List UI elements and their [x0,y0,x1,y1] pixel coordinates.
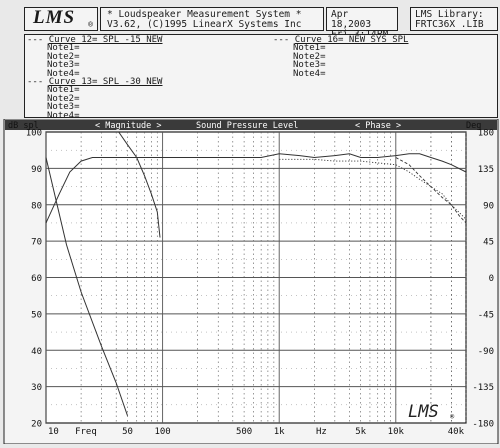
x-tick-label: 40k [448,427,465,437]
series-line-0 [45,153,467,224]
curve-13-note4: Note4= [47,110,80,121]
curve-13-note1: Note1= [47,85,80,96]
y-tick-label: 100 [26,129,42,139]
y-tick-label: 40 [31,347,42,357]
curve-13-note2: Note2= [47,93,80,104]
series-group [45,131,467,416]
series-line-2 [279,158,467,220]
axis-ticks: 100 90 80 70 60 50 40 30 20 180 135 90 45 0 -45 -90 -135… [26,129,494,438]
curve-notes-panel: --- Curve 12= SPL -15 NEW Note1= Note2= … [24,34,498,121]
spl-chart-svg: dB spl < Magnitude > Sound Pressure Leve… [3,118,499,445]
curve-13-name: Curve 13= SPL -30 NEW [48,76,163,87]
y-tick-label: 30 [31,383,42,393]
x-tick-label: 10 [48,427,59,437]
y-tick-label: 80 [31,201,42,211]
left-unit-label: dB spl [8,121,39,131]
y-tick-label: 90 [31,165,42,175]
curve-16-note2: Note2= [293,51,326,62]
spl-chart: dB spl < Magnitude > Sound Pressure Leve… [0,118,500,445]
phase-label[interactable]: < Phase > [355,121,401,131]
curve-notes-left: --- Curve 12= SPL -15 NEW Note1= Note2= … [27,35,163,121]
chart-header-bar [5,120,497,130]
curve-12-note3: Note3= [47,60,80,71]
curve-13-note3: Note3= [47,102,80,113]
y-tick-label: 50 [31,310,42,320]
curve-16-note1: Note1= [293,43,326,54]
library-label: LMS Library: [415,9,484,20]
curve-16-line: --- Curve 16= NEW SYS SPL [273,35,409,45]
x-tick-label: 1k [274,427,285,437]
curve-16-name: Curve 16= NEW SYS SPL [294,35,409,45]
lms-logo: LMS [33,7,76,28]
curve-16-note3: Note3= [293,60,326,71]
y-tick-label: 70 [31,238,42,248]
y2-tick-label: 90 [483,201,494,211]
y2-tick-label: -180 [472,420,494,430]
app-title: * Loudspeaker Measurement System * [107,9,302,20]
lms-watermark: LMS [408,402,439,422]
x-tick-label: 500 [236,427,252,437]
y2-tick-label: 180 [478,129,494,139]
date-box: Apr 18,2003 Fri 3:14PM [326,7,398,40]
y-tick-label: 20 [31,420,42,430]
x-tick-label: 50 [122,427,133,437]
curve-12-line: --- Curve 12= SPL -15 NEW [27,35,163,45]
watermark-reg: ® [450,413,455,421]
app-title-box: * Loudspeaker Measurement System * V3.62… [100,7,324,31]
x-tick-label: 5k [355,427,366,437]
curve-notes-right: --- Curve 16= NEW SYS SPL Note1= Note2= … [273,35,409,79]
lms-logo-box: LMS ® [24,7,98,31]
x-tick-label: 100 [154,427,170,437]
library-box: LMS Library: FRTC36X .LIB [410,7,498,31]
y-tick-label: 60 [31,274,42,284]
magnitude-label[interactable]: < Magnitude > [95,121,162,131]
grid [45,132,467,423]
series-line-4 [118,131,161,238]
curve-16-note4: Note4= [293,68,326,79]
curve-13-line: --- Curve 13= SPL -30 NEW [27,76,163,87]
library-file: FRTC36X .LIB [415,19,484,30]
y2-tick-label: -135 [472,383,494,393]
series-line-3 [45,157,128,416]
y2-tick-label: 135 [478,165,494,175]
curve-12-note4: Note4= [47,68,80,79]
y2-tick-label: -45 [478,310,494,320]
center-label: Sound Pressure Level [196,121,298,131]
right-unit-label: Deg [466,121,481,131]
x-tick-label: 10k [388,427,405,437]
y2-tick-label: 0 [489,274,494,284]
y2-tick-label: 45 [483,238,494,248]
x-tick-label: Freq [75,427,97,437]
series-line-1 [395,157,467,224]
curve-12-note1: Note1= [47,43,80,54]
curve-12-name: Curve 12= SPL -15 NEW [48,35,163,45]
date-text: Apr 18,2003 [331,9,372,30]
registered-mark: ® [88,20,93,29]
y2-tick-label: -90 [478,347,494,357]
curve-12-note2: Note2= [47,51,80,62]
app-version: V3.62, (C)1995 LinearX Systems Inc [107,19,302,30]
x-tick-label: Hz [316,427,327,437]
